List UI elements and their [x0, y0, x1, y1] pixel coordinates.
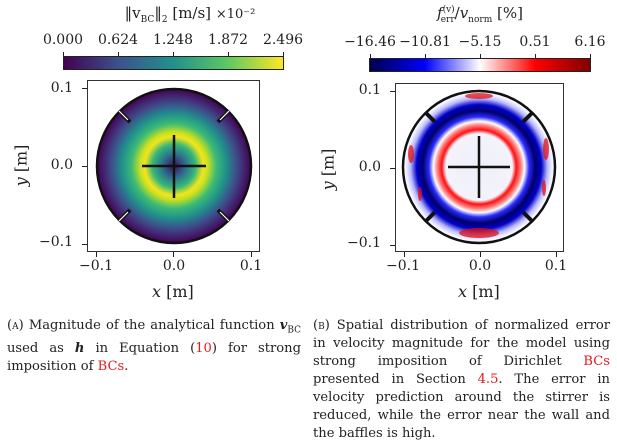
xtick-b-left: −0.1 — [386, 258, 420, 274]
baffles-b — [424, 111, 534, 223]
colorbar-a-title: ‖vBC‖2 [m/s] ×10⁻² — [124, 4, 256, 25]
plot-a-axes — [87, 80, 260, 252]
colorbar-b-tick-label: −5.15 — [458, 34, 502, 50]
colorbar-b — [369, 58, 591, 72]
colorbar-b-tick-mark — [425, 54, 426, 59]
xtick-b-right: 0.1 — [544, 258, 568, 274]
bcs-link-b[interactable]: BCs — [583, 354, 610, 369]
colorbar-a-tick-label: 2.496 — [262, 32, 304, 48]
xtick-a-right: 0.1 — [239, 258, 263, 274]
ytick-a-top: 0.1 — [50, 80, 73, 96]
ylabel-b: y [m] — [318, 148, 338, 191]
equation-link[interactable]: 10 — [195, 340, 212, 356]
colorbar-a-tick-mark — [228, 52, 229, 57]
xlabel-a: x [m] — [152, 282, 194, 301]
colorbar-b-tick-mark — [370, 54, 371, 59]
section-link[interactable]: 4.5 — [477, 372, 499, 387]
stirrer-b — [448, 136, 510, 198]
colorbar-b-tick-label: 0.51 — [519, 34, 551, 50]
xtick-a-mid: 0.0 — [162, 258, 186, 274]
colorbar-a-tick-label: 0.624 — [97, 32, 139, 48]
ytick-a-mid: 0.0 — [50, 157, 73, 173]
plot-b-axes — [395, 83, 564, 252]
colorbar-a — [63, 56, 284, 70]
stirrer-a — [142, 135, 206, 198]
colorbar-b-tick-mark — [590, 54, 591, 59]
colorbar-a-tick-mark — [63, 52, 64, 57]
ytick-b-top: 0.1 — [358, 82, 381, 98]
colorbar-b-tick-mark — [480, 54, 481, 59]
xtick-b-mid: 0.0 — [468, 258, 492, 274]
caption-b: (b) Spatial distribution of normalized e… — [313, 318, 610, 441]
colorbar-b-tick-label: −16.46 — [344, 34, 396, 50]
ytick-b-mid: 0.0 — [358, 159, 381, 175]
colorbar-b-title: f(v)err/vnorm [%] — [437, 4, 523, 25]
wall-error-patches — [408, 93, 549, 238]
colorbar-a-tick-mark — [173, 52, 174, 57]
colorbar-a-tick-label: 1.872 — [207, 32, 249, 48]
ytick-a-bot: −0.1 — [39, 234, 73, 250]
ytick-b-bot: −0.1 — [347, 235, 381, 251]
plot-a-heatmap — [95, 87, 253, 245]
xlabel-b: x [m] — [458, 282, 500, 301]
colorbar-b-tick-mark — [535, 54, 536, 59]
colorbar-a-tick-label: 1.248 — [152, 32, 194, 48]
colorbar-a-tick-label: 0.000 — [42, 32, 84, 48]
colorbar-b-tick-label: −10.81 — [399, 34, 451, 50]
plot-b-heatmap — [401, 89, 557, 245]
ylabel-a: y [m] — [11, 144, 31, 187]
colorbar-b-tick-label: 6.16 — [574, 34, 606, 50]
xtick-a-left: −0.1 — [79, 258, 113, 274]
colorbar-a-tick-mark — [283, 52, 284, 57]
colorbar-a-tick-mark — [118, 52, 119, 57]
caption-a: (a) Magnitude of the analytical function… — [7, 318, 301, 374]
bcs-link-a[interactable]: BCs — [97, 358, 125, 374]
